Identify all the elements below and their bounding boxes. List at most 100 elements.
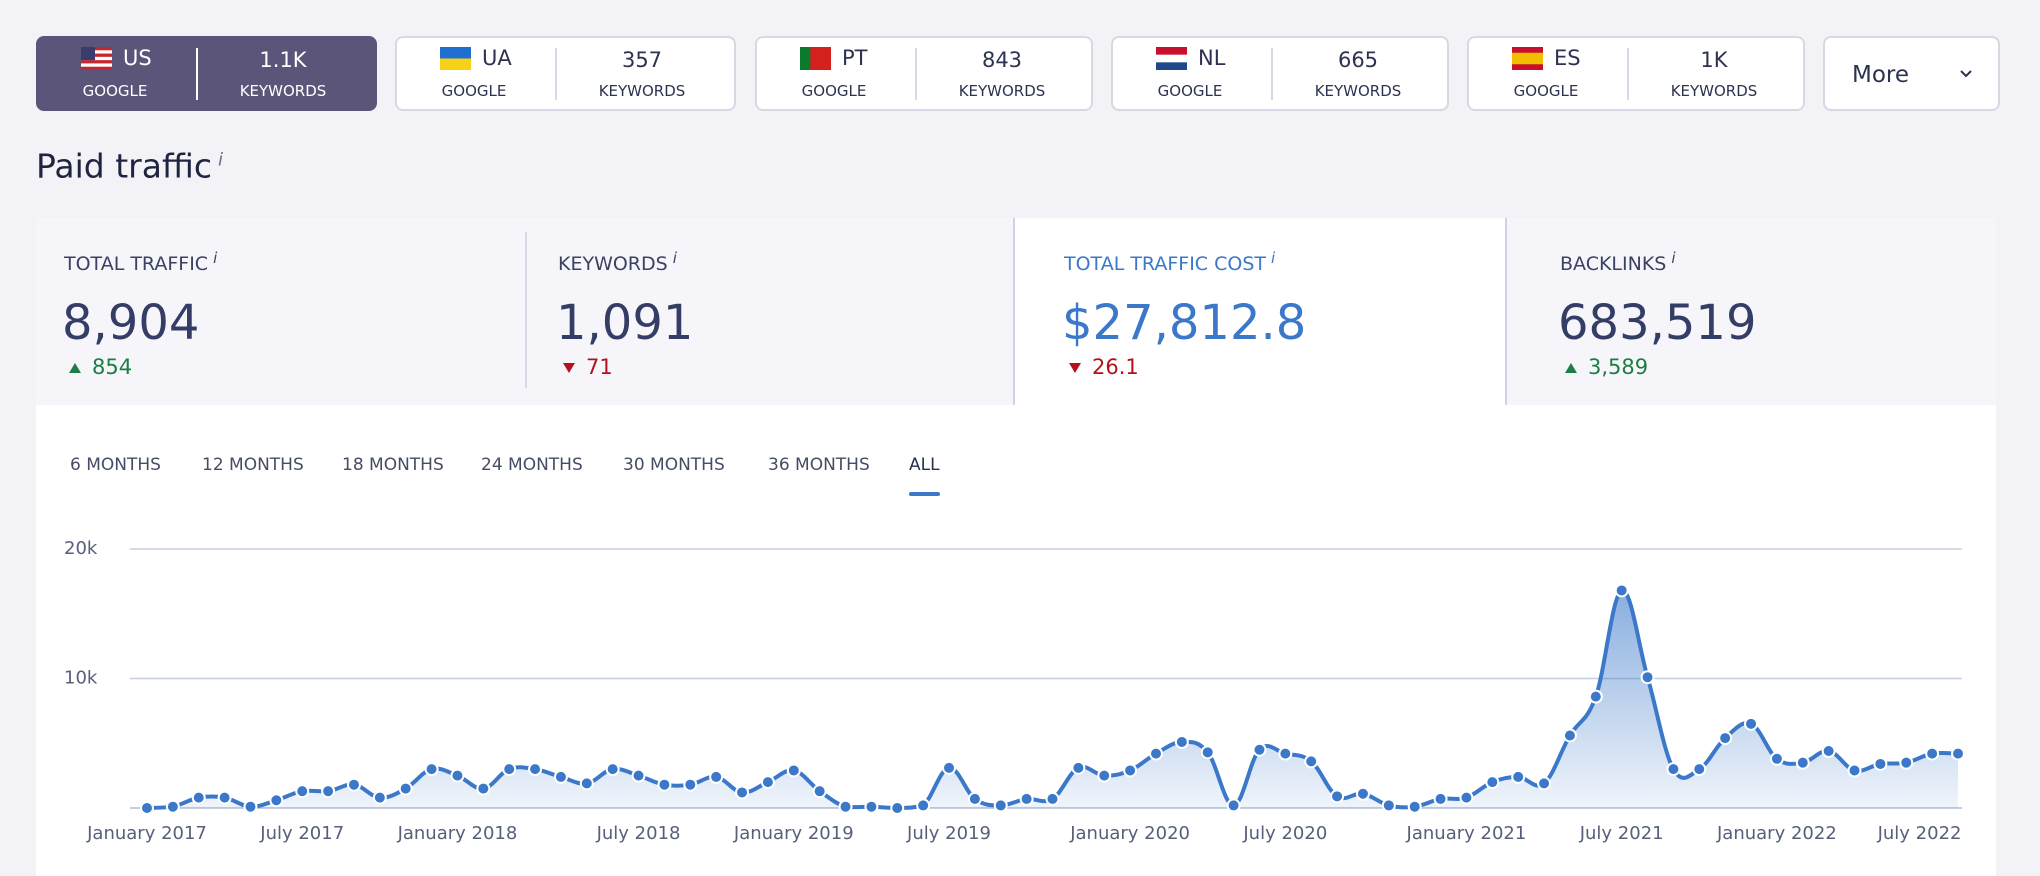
engine-tab[interactable]: PT GOOGLE 843 KEYWORDS	[755, 36, 1093, 111]
point	[967, 791, 982, 806]
metric-label: TOTAL TRAFFIC i	[64, 249, 217, 275]
point	[1537, 776, 1552, 791]
metric-delta: 854	[68, 355, 132, 379]
x-tick-label: January 2020	[1069, 823, 1190, 844]
point	[1925, 746, 1940, 761]
x-tick-label: July 2019	[906, 823, 991, 844]
period-tab[interactable]: 30 MONTHS	[623, 455, 725, 475]
flag-stripe	[81, 60, 112, 64]
more-button[interactable]: More	[1823, 36, 2000, 111]
period-tab[interactable]: 12 MONTHS	[202, 455, 304, 475]
metric-label-text: BACKLINKS	[1560, 253, 1667, 276]
metric-delta: 3,589	[1564, 355, 1648, 379]
point	[916, 798, 931, 813]
metric-label: KEYWORDS i	[558, 249, 677, 275]
point	[1459, 790, 1474, 805]
metric-value: $27,812.8	[1062, 295, 1307, 351]
tab-divider	[1627, 48, 1629, 100]
tab-engine: GOOGLE	[1513, 82, 1579, 100]
metric-delta-text: 26.1	[1092, 355, 1139, 379]
flag	[1512, 47, 1543, 70]
point	[1355, 786, 1370, 801]
tab-divider	[555, 48, 557, 100]
info-icon[interactable]: i	[218, 149, 224, 171]
flag-stripe	[440, 58, 471, 70]
point	[1511, 769, 1526, 784]
tab-engine: GOOGLE	[82, 82, 148, 100]
point	[1485, 775, 1500, 790]
point	[864, 799, 879, 814]
point	[890, 801, 905, 815]
tab-count: 843	[981, 48, 1023, 72]
info-icon[interactable]: i	[672, 248, 677, 267]
flag-stripe	[81, 63, 112, 68]
info-icon[interactable]: i	[1271, 248, 1276, 267]
engine-tab[interactable]: NL GOOGLE 665 KEYWORDS	[1111, 36, 1449, 111]
point	[553, 769, 568, 784]
metric-value: 683,519	[1558, 295, 1757, 351]
metric-delta-text: 854	[92, 355, 133, 379]
metric-label-text: TOTAL TRAFFIC	[64, 253, 209, 276]
point	[450, 768, 465, 783]
point	[1071, 760, 1086, 775]
y-tick-label: 20k	[64, 538, 98, 559]
info-icon[interactable]: i	[213, 248, 218, 267]
point	[735, 785, 750, 800]
point	[1847, 763, 1862, 778]
info-icon[interactable]: i	[1671, 248, 1676, 267]
point	[1252, 742, 1267, 757]
point	[191, 790, 206, 805]
metric-delta-text: 71	[586, 355, 613, 379]
metric-delta-text: 3,589	[1588, 355, 1649, 379]
flag-stripe	[800, 47, 811, 70]
point	[398, 781, 413, 796]
period-tab[interactable]: 18 MONTHS	[342, 455, 444, 475]
point	[812, 784, 827, 799]
flag-stripe	[81, 53, 112, 58]
point	[1951, 746, 1965, 761]
point	[502, 762, 517, 777]
tab-count-label: KEYWORDS	[958, 82, 1046, 100]
point	[1795, 755, 1810, 770]
tab-code: NL	[1198, 46, 1226, 70]
flag-stripe	[440, 47, 471, 59]
period-tab[interactable]: 6 MONTHS	[70, 455, 161, 475]
tab-divider	[915, 48, 917, 100]
point	[579, 776, 594, 791]
tab-count-label: KEYWORDS	[1314, 82, 1402, 100]
flag-stripe	[1512, 58, 1543, 65]
metric-delta: 26.1	[1068, 355, 1139, 379]
point	[760, 775, 775, 790]
period-tab[interactable]: 24 MONTHS	[481, 455, 583, 475]
engine-tab[interactable]: ES GOOGLE 1K KEYWORDS	[1467, 36, 1805, 111]
point	[1097, 768, 1112, 783]
y-tick-label: 10k	[64, 668, 98, 689]
section-title: Paid traffic i	[36, 147, 223, 186]
tab-count: 357	[621, 48, 663, 72]
x-tick-label: July 2022	[1877, 823, 1962, 844]
flag-stripe	[1156, 62, 1187, 70]
flag-stripe	[81, 50, 112, 54]
metric-divider	[525, 232, 527, 388]
engine-tab[interactable]: US GOOGLE 1.1K KEYWORDS	[36, 36, 377, 111]
flag-stripe	[1512, 47, 1543, 54]
x-tick-label: January 2021	[1406, 823, 1527, 844]
metric-label: TOTAL TRAFFIC COST i	[1064, 249, 1275, 275]
trend-arrow	[1565, 363, 1577, 373]
point	[709, 769, 724, 784]
point	[372, 790, 387, 805]
x-tick-label: January 2017	[86, 823, 207, 844]
point	[346, 777, 361, 792]
point	[942, 760, 957, 775]
point	[295, 784, 310, 799]
period-tab[interactable]: ALL	[909, 455, 940, 475]
period-tab[interactable]: 36 MONTHS	[768, 455, 870, 475]
metric-label: BACKLINKS i	[1560, 249, 1676, 275]
point	[605, 762, 620, 777]
point	[1019, 791, 1034, 806]
point	[993, 798, 1008, 813]
engine-tab[interactable]: UA GOOGLE 357 KEYWORDS	[395, 36, 736, 111]
trend-arrow	[1069, 363, 1081, 373]
trend-arrow-shape	[563, 363, 575, 373]
